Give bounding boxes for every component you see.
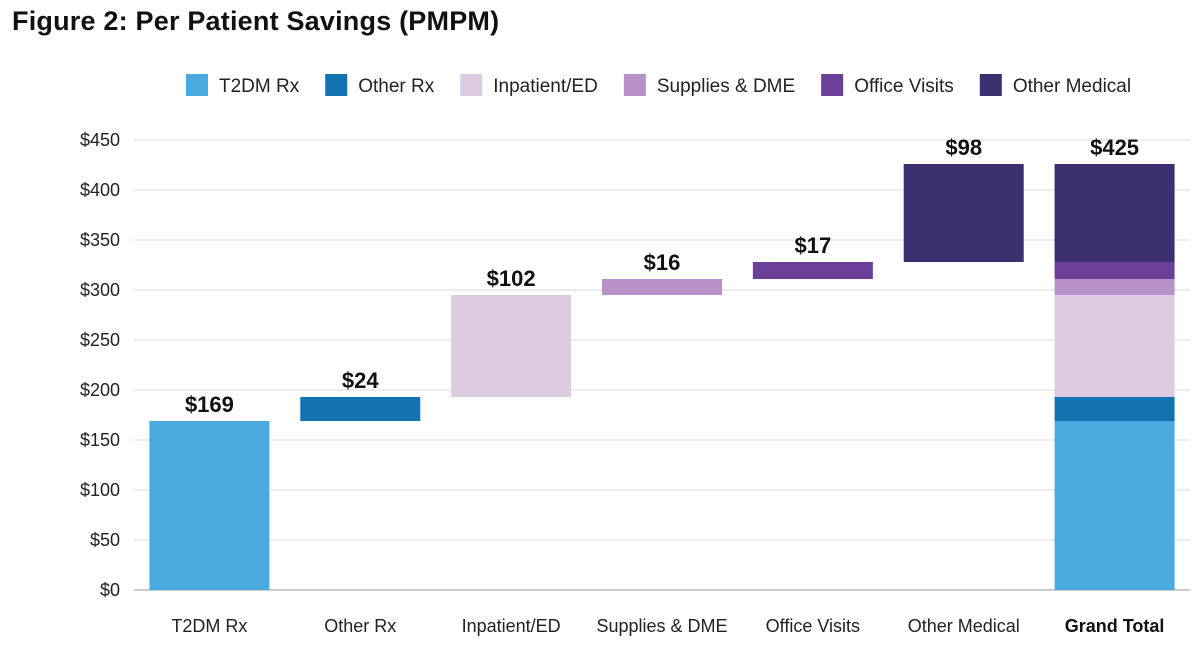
legend-swatch <box>460 74 483 96</box>
y-tick-label: $0 <box>100 580 120 600</box>
x-tick-label-office-visits: Office Visits <box>766 616 860 636</box>
y-tick-label: $50 <box>90 530 120 550</box>
y-tick-label: $400 <box>80 180 120 200</box>
y-tick-label: $100 <box>80 480 120 500</box>
x-tick-label-inpatient-ed: Inpatient/ED <box>462 616 561 636</box>
legend-label: Other Medical <box>1013 76 1131 97</box>
total-segment-supplies-and-dme <box>1054 279 1175 295</box>
legend: T2DM Rx Other Rx Inpatient/ED Supplies & DM… <box>186 74 1131 97</box>
data-label-other-medical: $98 <box>945 135 982 160</box>
legend-swatch <box>325 74 348 96</box>
data-label-other-rx: $24 <box>342 368 379 393</box>
legend-swatch <box>623 74 646 96</box>
legend-item-office-visits: Office Visits <box>821 74 954 97</box>
legend-swatch <box>821 74 844 96</box>
y-tick-label: $250 <box>80 330 120 350</box>
legend-label: Inpatient/ED <box>493 76 598 97</box>
legend-swatch <box>186 74 208 96</box>
total-segment-other-medical <box>1054 164 1175 262</box>
data-label-inpatient-ed: $102 <box>487 266 536 291</box>
total-segment-office-visits <box>1054 262 1175 279</box>
x-tick-label-other-rx: Other Rx <box>324 616 396 636</box>
bar-office-visits <box>752 262 873 279</box>
y-tick-label: $450 <box>80 130 120 150</box>
y-tick-label: $200 <box>80 380 120 400</box>
legend-label: Office Visits <box>854 76 954 97</box>
data-label-office-visits: $17 <box>794 233 831 258</box>
legend-label: Supplies & DME <box>657 76 795 97</box>
x-tick-label-other-medical: Other Medical <box>908 616 1020 636</box>
y-tick-label: $150 <box>80 430 120 450</box>
total-segment-inpatient-ed <box>1054 295 1175 397</box>
legend-swatch <box>979 74 1002 96</box>
y-axis: $0 $50 $100 $150 $200 $250 $300 $350 $400 $450 <box>80 130 120 600</box>
legend-item-supplies-and-dme: Supplies & DME <box>623 74 795 97</box>
data-label-grand-total: $425 <box>1090 135 1139 160</box>
chart-title: Figure 2: Per Patient Savings (PMPM) <box>12 6 500 36</box>
bar-other-medical <box>903 164 1024 262</box>
data-labels: $169 $24 $102 $16 $17 $98 $425 <box>185 135 1139 417</box>
bar-other-rx <box>300 397 421 421</box>
data-label-supplies-and-dme: $16 <box>644 250 681 275</box>
total-segment-other-rx <box>1054 397 1175 421</box>
bars <box>149 164 1175 590</box>
bar-t2dm-rx <box>149 421 270 590</box>
legend-item-t2dm-rx: T2DM Rx <box>186 74 300 97</box>
y-tick-label: $350 <box>80 230 120 250</box>
x-tick-label-supplies-and-dme: Supplies & DME <box>596 616 727 636</box>
x-tick-label-t2dm-rx: T2DM Rx <box>171 616 247 636</box>
total-segment-t2dm-rx <box>1054 421 1175 590</box>
legend-label: Other Rx <box>358 76 435 97</box>
y-tick-label: $300 <box>80 280 120 300</box>
x-tick-label-grand-total: Grand Total <box>1065 616 1165 636</box>
legend-item-inpatient-ed: Inpatient/ED <box>460 74 598 97</box>
data-label-t2dm-rx: $169 <box>185 392 234 417</box>
x-axis: T2DM Rx Other Rx Inpatient/ED Supplies & DM… <box>171 616 1164 636</box>
gridlines <box>134 139 1190 591</box>
bar-supplies-and-dme <box>602 279 722 295</box>
bar-inpatient-ed <box>451 295 572 397</box>
legend-label: T2DM Rx <box>219 76 300 97</box>
legend-item-other-rx: Other Rx <box>325 74 435 97</box>
legend-item-other-medical: Other Medical <box>979 74 1131 97</box>
